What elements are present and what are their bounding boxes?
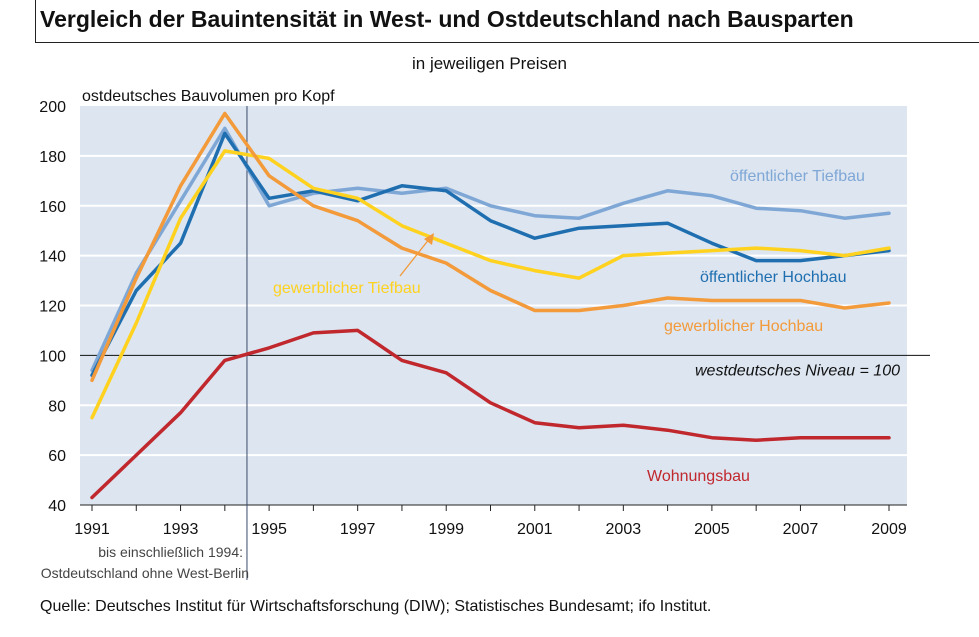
source-note: Quelle: Deutsches Institut für Wirtschaf… <box>40 598 712 615</box>
arrow-shaft <box>399 237 431 277</box>
x-tick-label: 2003 <box>606 521 642 538</box>
x-tick-label: 1999 <box>428 521 464 538</box>
x-axis-tickmarks <box>91 505 890 511</box>
series-line-1 <box>90 131 891 378</box>
y-tick-label: 140 <box>39 249 66 266</box>
x-tick-label: 2005 <box>694 521 730 538</box>
y-axis-label: ostdeutsches Bauvolumen pro Kopf <box>82 88 335 105</box>
reference-line-label: westdeutsches Niveau = 100 <box>695 362 900 379</box>
x-tick-label: 1991 <box>74 521 110 538</box>
chart-title: Vergleich der Bauintensität in West- und… <box>40 6 854 32</box>
title-rule-horizontal <box>35 42 979 43</box>
y-tick-label: 200 <box>39 99 66 116</box>
x-tick-label: 2007 <box>783 521 819 538</box>
x-tick-label: 1995 <box>251 521 287 538</box>
series-line-2 <box>90 149 891 420</box>
y-tick-label: 180 <box>39 149 66 166</box>
y-tick-label: 40 <box>48 498 66 515</box>
annotation-line-1: bis einschließlich 1994: <box>98 544 243 560</box>
arrow-head <box>424 233 434 245</box>
series-label-oeffentlicher-hochbau: öffentlicher Hochbau <box>700 269 846 286</box>
x-axis-ticks: 1991 1993 1995 1997 1999 2001 2003 2005 2007 2009 <box>74 521 907 538</box>
x-tick-label: 2009 <box>871 521 907 538</box>
x-tick-label: 1993 <box>163 521 199 538</box>
y-tick-label: 160 <box>39 199 66 216</box>
series-label-gewerblicher-tiefbau: gewerblicher Tiefbau <box>273 280 421 297</box>
y-tick-label: 120 <box>39 299 66 316</box>
y-tick-label: 60 <box>48 448 66 465</box>
series-line-3 <box>90 111 891 383</box>
x-tick-label: 2001 <box>517 521 553 538</box>
series-lines <box>90 111 891 500</box>
title-rule-vertical <box>35 0 36 42</box>
y-tick-label: 80 <box>48 398 66 415</box>
series-line-0 <box>90 126 891 373</box>
series-label-oeffentlicher-tiefbau: öffentlicher Tiefbau <box>730 168 865 185</box>
series-label-gewerblicher-hochbau: gewerblicher Hochbau <box>664 318 823 335</box>
label-arrow <box>399 233 434 277</box>
y-axis-ticks: 40 60 80 100 120 140 160 180 200 <box>39 99 66 515</box>
annotation-line-2: Ostdeutschland ohne West-Berlin <box>41 565 249 581</box>
y-tick-label: 100 <box>39 348 66 365</box>
chart-subtitle: in jeweiligen Preisen <box>412 54 567 73</box>
series-line-4 <box>90 328 891 500</box>
x-tick-label: 1997 <box>340 521 376 538</box>
series-label-wohnungsbau: Wohnungsbau <box>647 468 750 485</box>
